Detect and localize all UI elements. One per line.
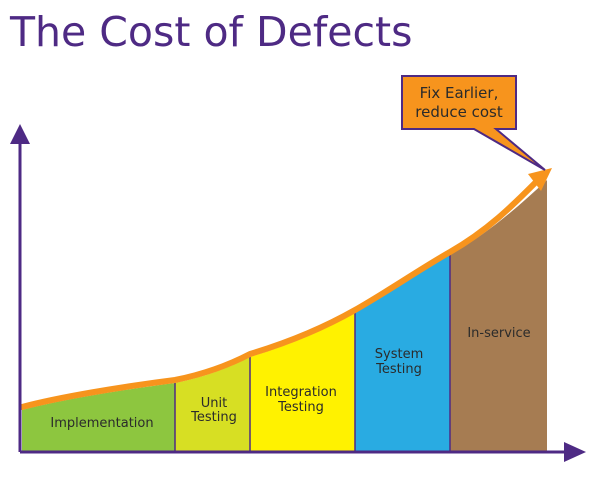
- axes: [18, 140, 568, 454]
- y-axis-arrowhead: [10, 124, 30, 144]
- phase-region-unit-testing: [175, 357, 250, 452]
- phase-label-integration-line-1: Integration: [265, 385, 337, 400]
- phase-label-integration-line-2: Testing: [277, 400, 324, 415]
- phase-label-implementation: Implementation: [50, 416, 153, 431]
- phase-region-in-service: [450, 180, 547, 452]
- phase-label-system-line-2: Testing: [375, 362, 422, 377]
- cost-curve: [19, 177, 541, 410]
- callout-box: [401, 75, 546, 171]
- phase-region-system-testing: [355, 255, 450, 452]
- phase-label-in-service: In-service: [467, 326, 530, 341]
- cost-curve-arrowhead: [528, 168, 552, 191]
- callout-text-line-2: reduce cost: [415, 103, 503, 121]
- phase-label-system-line-1: System: [375, 347, 423, 362]
- x-axis-arrowhead: [564, 442, 586, 462]
- diagram-title: The Cost of Defects: [10, 8, 413, 56]
- phase-region-integration-testing: [250, 313, 355, 452]
- phase-region-implementation: [22, 383, 175, 452]
- callout: Fix Earlier, reduce cost: [401, 75, 546, 171]
- phase-dividers: [174, 255, 451, 452]
- phase-label-unit-line-2: Testing: [190, 410, 237, 425]
- phase-label-unit-line-1: Unit: [201, 396, 227, 411]
- callout-text-line-1: Fix Earlier,: [420, 84, 499, 102]
